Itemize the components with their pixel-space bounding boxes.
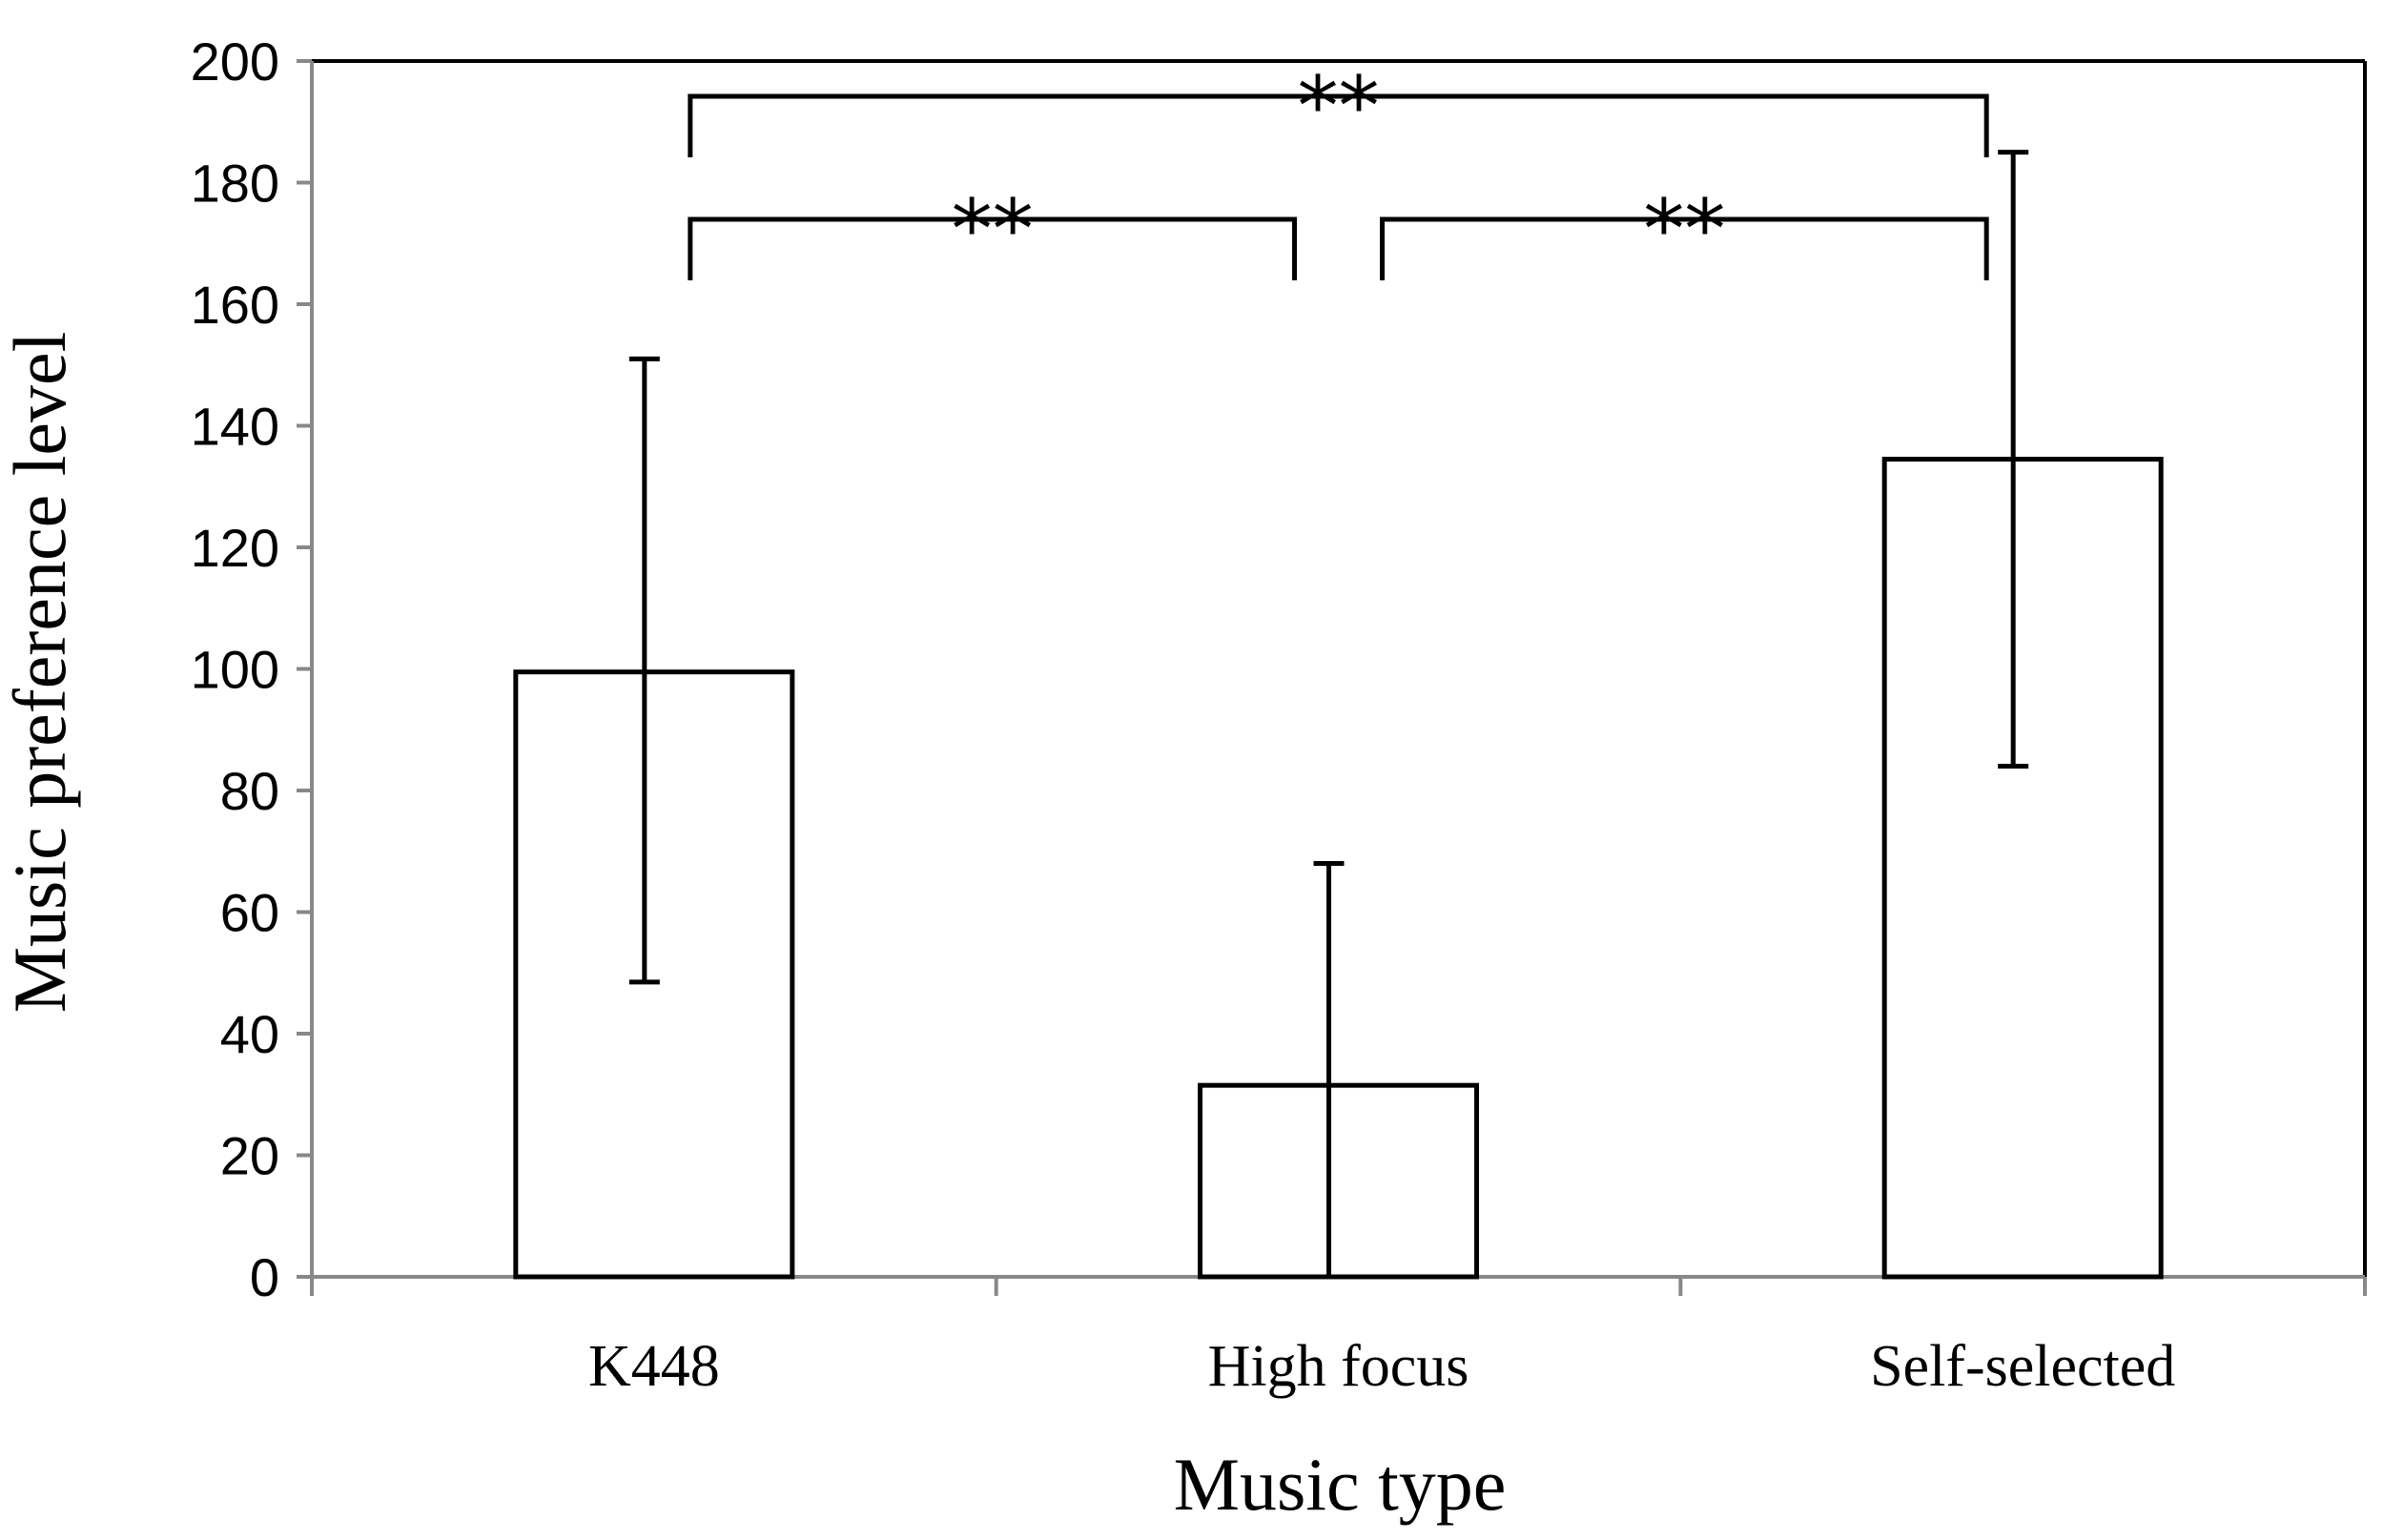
x-tick-label: K448 (588, 1334, 720, 1399)
bar (1881, 457, 2164, 1280)
y-tick-label: 80 (220, 761, 279, 821)
bars (513, 457, 2164, 1280)
significance-brackets: ** ** ** (688, 59, 1989, 280)
y-tick-label: 200 (191, 31, 279, 92)
y-tick-label: 60 (220, 883, 279, 943)
significance-label: ** (1643, 182, 1725, 277)
y-tick-label: 160 (191, 275, 279, 335)
y-tick-label: 0 (250, 1247, 279, 1307)
significance-bracket (1380, 216, 1989, 280)
y-tick-label: 120 (191, 518, 279, 578)
y-tick-label: 20 (220, 1126, 279, 1186)
x-tick-label: High focus (1208, 1334, 1469, 1399)
error-bars (628, 150, 2029, 1277)
significance-bracket (688, 216, 1297, 280)
x-axis-ticks: K448 High focus Self-selected (310, 1277, 2367, 1399)
y-tick-label: 180 (191, 154, 279, 214)
x-axis-title: Music type (1174, 1443, 1507, 1526)
y-axis-ticks: 0 20 40 60 80 100 120 140 160 180 200 (191, 31, 312, 1307)
y-tick-label: 100 (191, 640, 279, 700)
x-tick-label: Self-selected (1870, 1334, 2175, 1399)
significance-label: ** (952, 182, 1034, 277)
significance-label: ** (1298, 59, 1380, 154)
y-tick-label: 40 (220, 1004, 279, 1064)
y-tick-label: 140 (191, 397, 279, 457)
bar (1198, 1082, 1479, 1280)
bar (513, 669, 795, 1280)
y-axis-title: Music preference level (0, 332, 81, 1014)
significance-bracket (688, 93, 1989, 157)
